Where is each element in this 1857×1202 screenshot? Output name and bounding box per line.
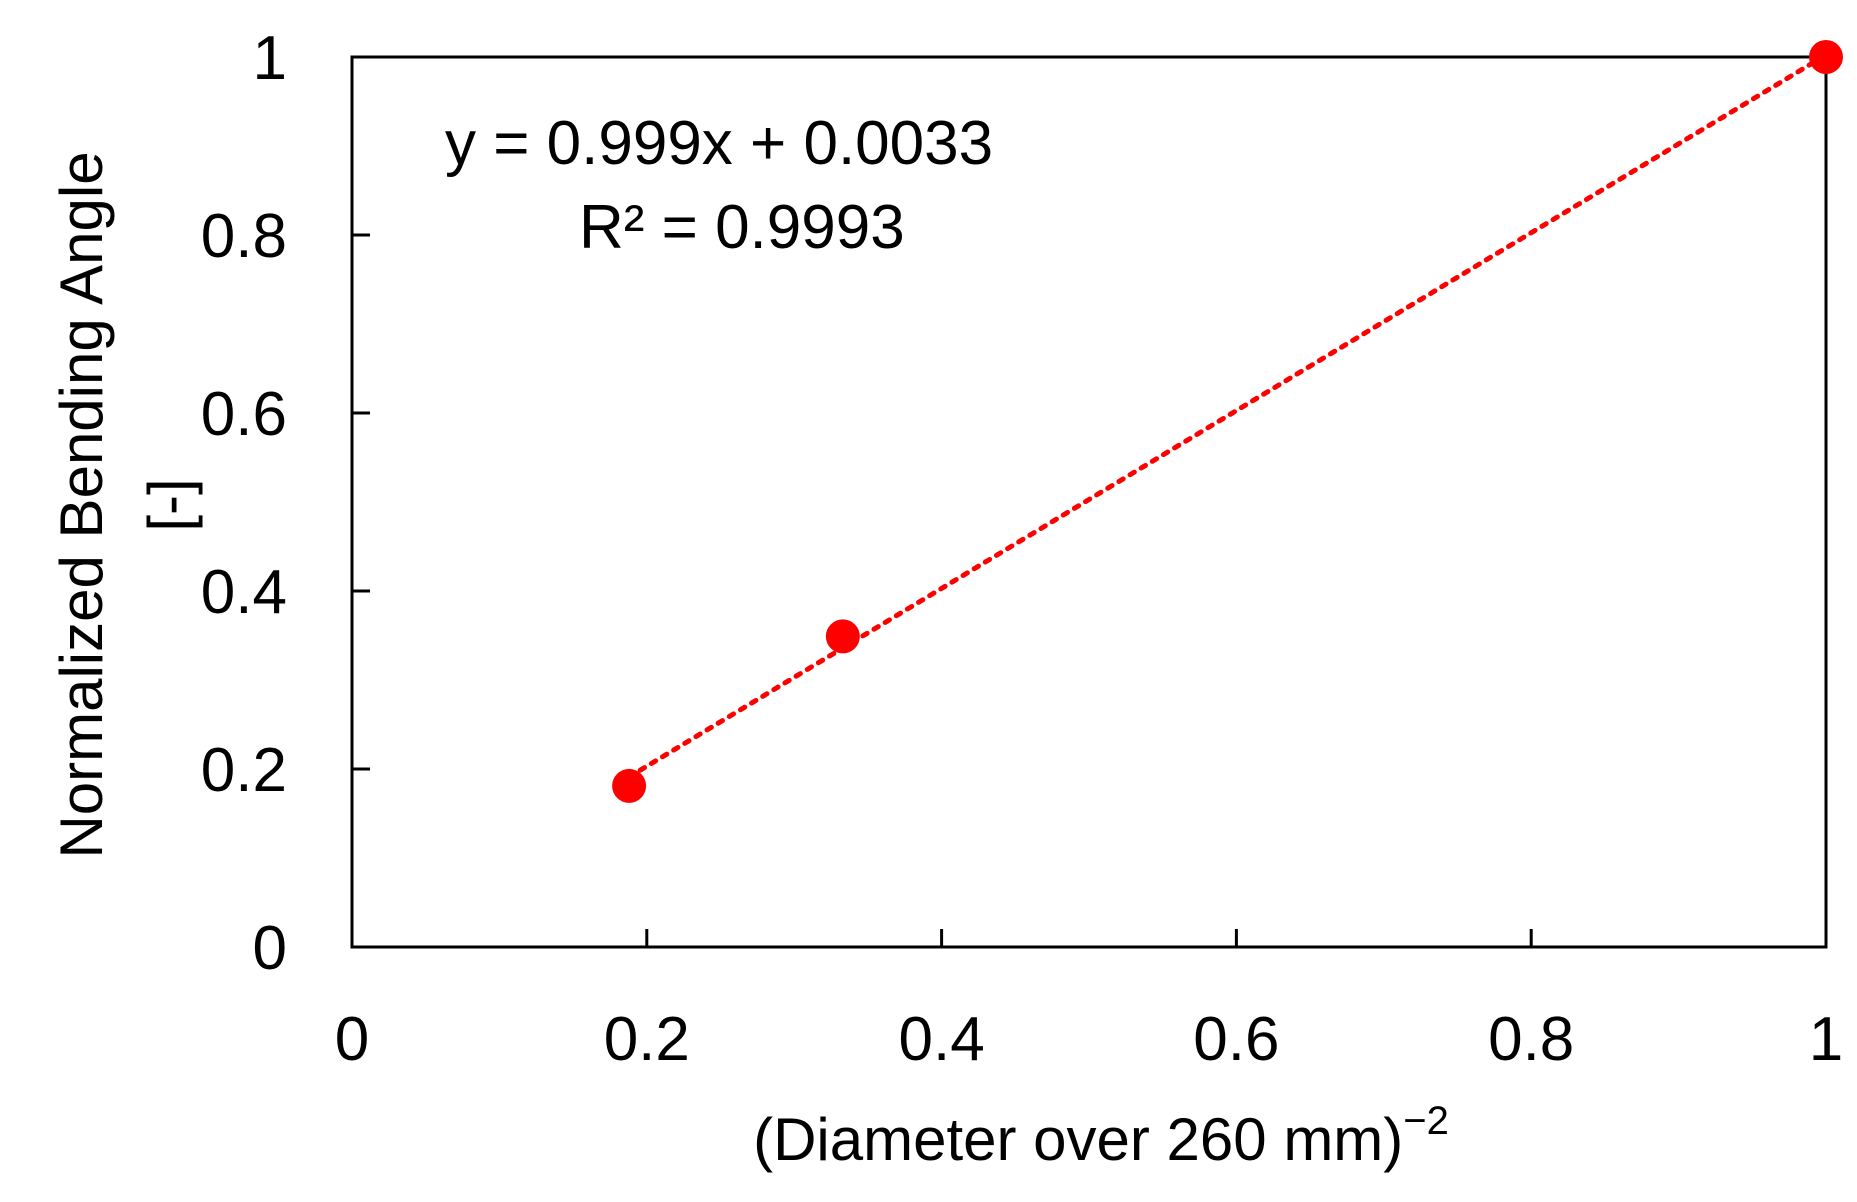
x-axis-title-text: (Diameter over 260 mm): [753, 1106, 1403, 1173]
data-points: [612, 40, 1843, 803]
y-tick-label: 1: [253, 24, 287, 93]
data-point: [825, 619, 860, 654]
x-tick-label: 0.8: [1488, 1005, 1574, 1074]
trendline-r-squared: R² = 0.9993: [579, 193, 905, 262]
trendline: [626, 52, 1829, 780]
x-axis-title: (Diameter over 260 mm)−2: [753, 1099, 1449, 1173]
x-tick-label: 0: [335, 1005, 369, 1074]
trendline-group: [626, 52, 1829, 780]
x-tick-label: 0.4: [898, 1005, 984, 1074]
y-tick-label: 0.2: [201, 736, 287, 805]
y-tick-label: 0.6: [201, 380, 287, 449]
y-tick-label: 0.8: [201, 202, 287, 271]
y-axis-title: Normalized Bending Angle: [48, 151, 115, 858]
data-point: [612, 768, 647, 803]
plot-area-border: [350, 55, 1828, 949]
y-axis-title-unit: [-]: [136, 478, 203, 531]
x-tick-label: 0.2: [604, 1005, 690, 1074]
x-tick-label: 1: [1809, 1005, 1843, 1074]
trendline-equation: y = 0.999x + 0.0033: [445, 109, 993, 178]
y-axis-ticks: 0 0.2 0.4 0.6 0.8 1: [201, 24, 370, 983]
x-tick-label: 0.6: [1193, 1005, 1279, 1074]
x-axis-ticks: 0 0.2 0.4 0.6 0.8 1: [335, 929, 1843, 1074]
data-point: [1809, 40, 1843, 74]
x-axis-title-superscript: −2: [1403, 1099, 1449, 1143]
y-tick-label: 0: [253, 914, 287, 983]
y-tick-label: 0.4: [201, 558, 287, 627]
plot-frame: [350, 55, 1828, 949]
